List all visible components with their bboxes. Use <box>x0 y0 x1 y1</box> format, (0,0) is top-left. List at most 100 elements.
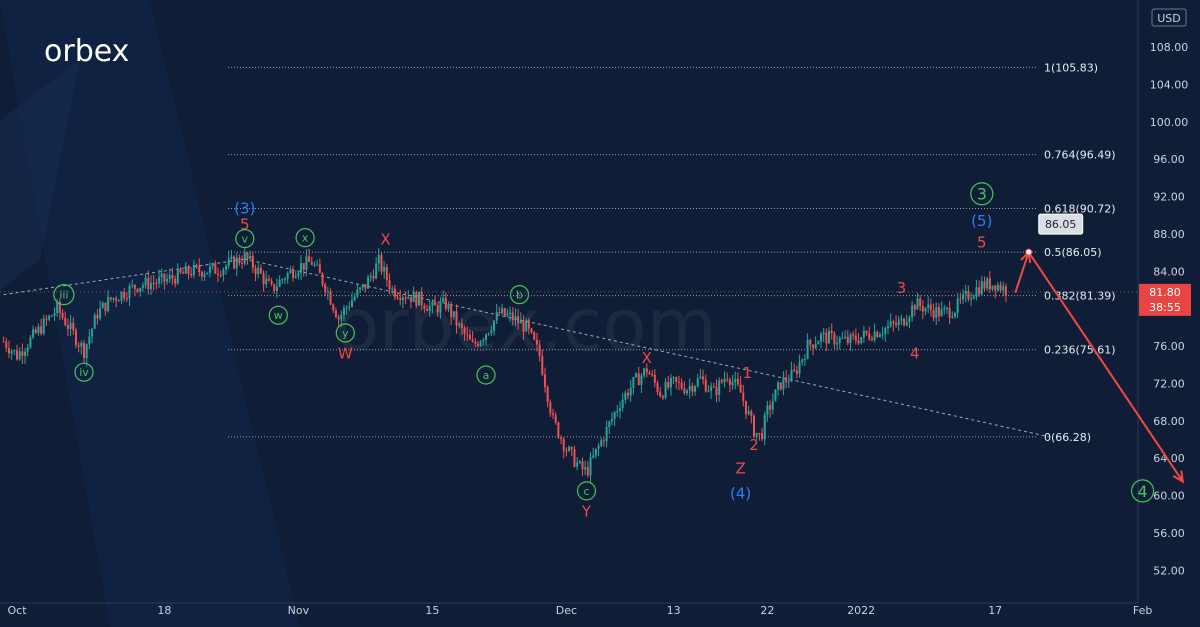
candle-body <box>474 341 477 344</box>
candle-body <box>7 348 10 354</box>
time-tick-label: 13 <box>667 604 681 617</box>
candle-body <box>814 344 817 349</box>
candle-body <box>450 304 453 318</box>
candle-body <box>493 320 496 331</box>
candle-body <box>718 380 721 395</box>
candle-body <box>645 368 648 373</box>
candle-body <box>774 389 777 402</box>
candle-body <box>297 272 300 276</box>
wave-label: 4 <box>1138 482 1148 501</box>
candle-body <box>471 339 474 342</box>
candle-body <box>37 326 40 333</box>
candle-body <box>640 375 643 386</box>
currency-label: USD <box>1157 12 1181 25</box>
candle-body <box>903 318 906 326</box>
candle-body <box>367 277 370 289</box>
candle-body <box>747 411 750 415</box>
background-decoration <box>0 0 300 627</box>
candle-body <box>549 402 552 414</box>
price-tick-label: 84.00 <box>1153 265 1185 278</box>
time-tick-label: 2022 <box>847 604 875 617</box>
candle-body <box>13 350 16 352</box>
time-axis[interactable]: Oct 18 Nov 15 Dec 13 22 2022 17 Feb <box>0 602 1152 617</box>
candle-body <box>929 304 932 310</box>
candle-body <box>375 263 378 279</box>
candle-body <box>793 369 796 371</box>
candle-body <box>862 330 865 337</box>
candle-body <box>517 316 520 324</box>
candle-body <box>959 298 962 300</box>
wave-label: v <box>242 233 249 246</box>
last-price-tag: 81.80 38:55 <box>0 283 1191 316</box>
candle-body <box>758 432 761 434</box>
candle-body <box>270 280 273 285</box>
candle-body <box>648 372 651 375</box>
candle-body <box>592 455 595 458</box>
candle-body <box>141 285 144 288</box>
candle-body <box>927 304 930 308</box>
candle-body <box>522 320 525 332</box>
candle-body <box>602 440 605 442</box>
candle-body <box>525 320 528 332</box>
candle-body <box>254 268 257 275</box>
time-tick-label: 17 <box>988 604 1002 617</box>
candle-body <box>160 273 163 278</box>
candle-body <box>217 273 219 276</box>
candle-body <box>664 382 667 398</box>
candle-body <box>300 263 303 273</box>
wave-label: w <box>274 309 283 322</box>
candle-body <box>857 340 860 344</box>
candle-body <box>803 358 806 360</box>
candle-body <box>21 351 24 356</box>
wave-label: a <box>483 369 490 382</box>
candle-body <box>844 336 847 339</box>
callout-box <box>1038 213 1084 235</box>
currency-badge[interactable]: USD <box>1151 8 1187 27</box>
candle-body <box>318 264 321 274</box>
candle-body <box>889 321 892 327</box>
candle-body <box>479 341 482 346</box>
candle-body <box>463 328 466 334</box>
candle-body <box>423 305 426 309</box>
candle-body <box>198 265 201 272</box>
candle-body <box>498 311 501 314</box>
projection-point <box>1025 248 1033 256</box>
candle-body <box>608 421 611 428</box>
candle-body <box>600 440 603 446</box>
price-tick-label: 100.00 <box>1150 116 1189 129</box>
candle-countdown: 38:55 <box>1149 301 1181 314</box>
candle-body <box>852 334 855 336</box>
price-tick-label: 64.00 <box>1153 452 1185 465</box>
candle-body <box>61 312 64 318</box>
candle-body <box>734 378 737 382</box>
candle-body <box>337 317 340 320</box>
candle-body <box>978 287 981 295</box>
time-tick-label: 15 <box>425 604 439 617</box>
candle-body <box>546 387 549 403</box>
candle-body <box>900 318 903 321</box>
candle-body <box>230 256 233 259</box>
candle-body <box>88 336 91 345</box>
candle-body <box>56 301 59 314</box>
candle-body <box>176 268 179 284</box>
candle-body <box>817 341 820 345</box>
price-axis[interactable]: 52.0056.0060.0064.0068.0072.0076.0080.00… <box>1137 0 1189 603</box>
time-tick-label: 18 <box>157 604 171 617</box>
candle-body <box>42 318 45 334</box>
candle-body <box>742 392 745 401</box>
candle-body <box>238 257 241 264</box>
candle-body <box>691 386 694 392</box>
candle-body <box>171 275 174 279</box>
candle-body <box>174 278 177 284</box>
candle-body <box>699 376 702 379</box>
fib-level-label: 0.618(90.72) <box>1044 203 1116 216</box>
candle-body <box>651 374 654 376</box>
candle-body <box>391 288 394 290</box>
candle-body <box>876 331 879 337</box>
candle-body <box>409 297 412 303</box>
candle-body <box>731 381 734 386</box>
wave-label: 5 <box>977 233 987 251</box>
fibonacci-levels: 1(105.83) 0.764(96.49) 0.618(90.72) 0.5(86.… <box>228 61 1116 444</box>
projection-arrow-down <box>1172 470 1185 484</box>
